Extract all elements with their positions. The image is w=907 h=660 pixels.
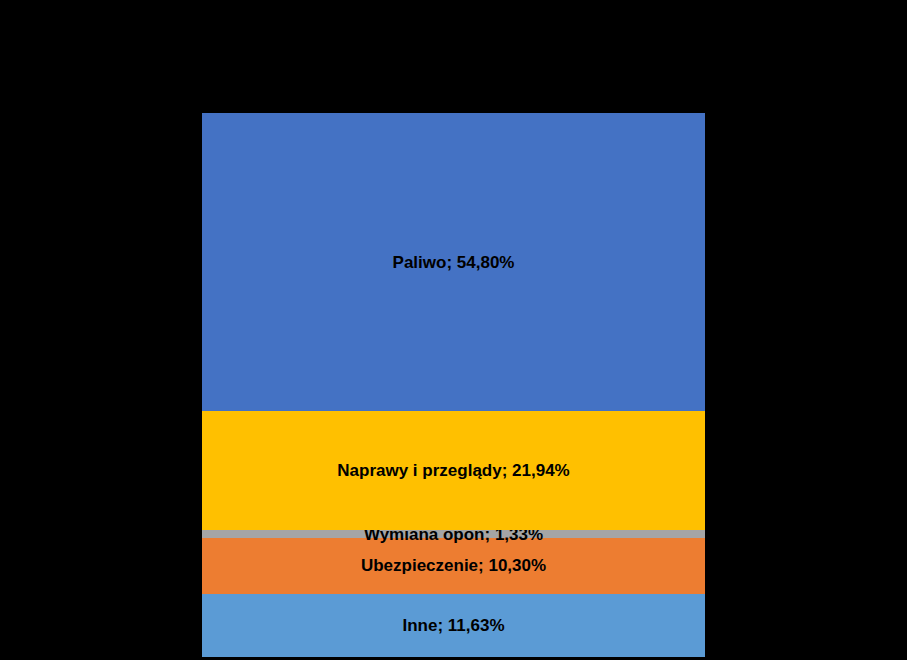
svg-text:Paliwo; 54,80%: Paliwo; 54,80% [393,253,515,272]
svg-text:Naprawy i przeglądy; 21,94%: Naprawy i przeglądy; 21,94% [337,461,569,480]
svg-text:Wymiana opon; 1,33%: Wymiana opon; 1,33% [364,525,543,544]
svg-text:Ubezpieczenie; 10,30%: Ubezpieczenie; 10,30% [361,556,546,575]
svg-text:Inne; 11,63%: Inne; 11,63% [402,616,504,635]
